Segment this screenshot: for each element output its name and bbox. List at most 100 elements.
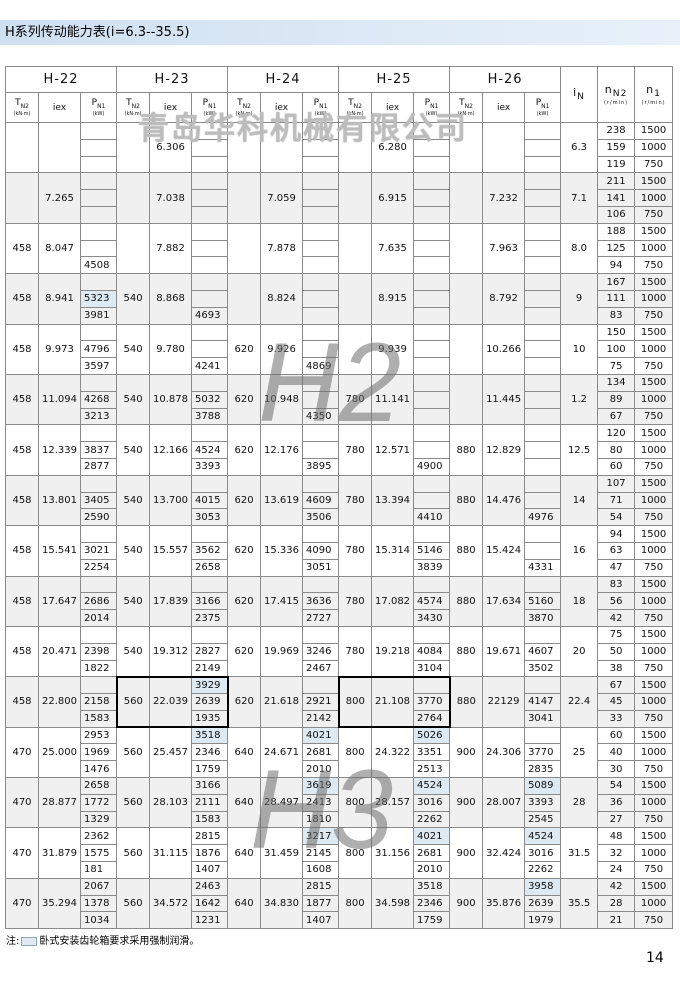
power-cell: 3636 <box>302 592 340 611</box>
power-cell <box>79 122 118 140</box>
torque-cell: 880 <box>449 424 484 476</box>
power-cell: 2398 <box>79 642 118 661</box>
power-cell: 3217 <box>302 827 340 846</box>
torque-cell: 620 <box>227 676 262 728</box>
footnote-text: 卧式安装齿轮箱要求采用强制润滑。 <box>39 936 200 947</box>
power-cell <box>302 172 340 191</box>
power-cell <box>191 189 229 207</box>
torque-cell: 780 <box>338 625 373 678</box>
input-speed-cell: 1000 <box>634 592 674 611</box>
ratio-cell: 7.038 <box>149 172 193 224</box>
power-cell: 3597 <box>79 357 118 375</box>
power-cell: 1759 <box>413 911 451 930</box>
power-cell: 4331 <box>524 558 562 577</box>
power-cell <box>413 205 451 224</box>
torque-cell: 900 <box>449 726 484 779</box>
power-cell: 5026 <box>413 726 451 745</box>
torque-cell <box>449 121 484 174</box>
ratio-cell: 9.939 <box>371 323 415 375</box>
data-row: 458 20.471 540 19.312 620 19.969 780 19.218 880 1… <box>5 625 674 678</box>
power-cell: 1476 <box>79 760 118 779</box>
power-cell <box>191 323 229 342</box>
unit: (kN·m) <box>457 111 475 118</box>
ratio-cell: 35.294 <box>38 877 81 930</box>
power-cell: 2658 <box>79 777 118 795</box>
ratio-cell: 7.635 <box>371 222 415 275</box>
ratio-cell: 20.471 <box>38 625 81 678</box>
torque-cell: 540 <box>116 575 151 627</box>
power-cell <box>191 256 229 275</box>
ratio-cell: 7.878 <box>260 222 304 275</box>
ratio-cell: 7.232 <box>482 172 526 224</box>
ratio-cell: 10.878 <box>149 373 193 426</box>
torque-cell: 640 <box>227 827 262 879</box>
ratio-cell: 11.094 <box>38 373 81 426</box>
power-cell <box>191 239 229 258</box>
power-cell: 3351 <box>413 743 451 762</box>
symbol: P <box>313 97 320 108</box>
torque-cell: 620 <box>227 575 262 627</box>
output-speed-cell: 47 <box>597 558 636 577</box>
data-row: 458 22.800 560 22.039 3929 620 21.618 800 21.108… <box>5 675 674 729</box>
power-cell <box>413 424 451 443</box>
output-speed-cell: 48 <box>597 827 636 846</box>
ratio-cell: 13.801 <box>38 474 81 527</box>
ratio-cell: 34.598 <box>371 877 415 930</box>
data-row: 470 35.294 2067 560 34.572 2463 640 34.830 2815 8… <box>5 877 674 930</box>
data-row: 1575 1876 2145 2681 3016 32 1000 <box>6 844 674 863</box>
torque-cell <box>5 172 39 224</box>
power-cell <box>302 239 340 258</box>
subscript: N1 <box>430 102 439 110</box>
output-speed-cell: 50 <box>597 642 636 661</box>
ratio-cell: 10.948 <box>260 373 304 426</box>
torque-cell: 470 <box>5 877 39 930</box>
data-row: 159 1000 <box>6 138 674 157</box>
power-cell: 1378 <box>79 894 118 913</box>
data-row: 458 8.047 7.882 7.878 7.635 7.963 8.0 188 1500 <box>5 222 674 275</box>
data-row: 181 1407 1608 2010 2262 24 750 <box>6 861 674 879</box>
power-cell <box>302 205 340 224</box>
ratio-cell: 15.557 <box>149 525 193 577</box>
power-cell: 2953 <box>79 726 118 745</box>
power-cell <box>524 155 562 174</box>
footnote: 注: 卧式安装齿轮箱要求采用强制润滑。 <box>6 932 199 947</box>
power-cell <box>302 441 340 459</box>
input-speed-cell: 1500 <box>634 373 674 392</box>
input-speed-cell: 750 <box>634 760 674 779</box>
power-cell: 1642 <box>191 894 229 913</box>
nominal-ratio-cell: 31.5 <box>560 827 599 879</box>
power-cell: 1583 <box>191 810 229 829</box>
power-cell: 3041 <box>524 709 562 728</box>
torque-cell: 458 <box>5 222 39 275</box>
header-row: H-22 H-23 H-24 H-25 H-26 iN nN2 (r/min) n1 (r/min… <box>4 66 674 123</box>
ratio-cell: 22.039 <box>149 675 193 729</box>
ratio-cell: 15.314 <box>371 525 415 577</box>
power-cell: 4268 <box>79 390 118 409</box>
ratio-cell: 13.700 <box>149 474 193 527</box>
power-cell: 3104 <box>413 659 451 678</box>
power-header: PN1 (kW) <box>191 92 229 123</box>
symbol: n <box>604 83 613 97</box>
unit: (kW) <box>92 111 105 118</box>
unit: (kN·m) <box>235 111 253 118</box>
nominal-ratio-cell: 6.3 <box>560 121 599 174</box>
input-speed-cell: 750 <box>634 205 674 224</box>
output-speed-header: nN2 (r/min) <box>597 66 636 123</box>
ratio-header: iex <box>149 92 193 123</box>
subscript: N1 <box>208 102 217 110</box>
power-cell <box>79 189 118 207</box>
power-cell: 4693 <box>191 306 229 325</box>
capacity-table: H-22 H-23 H-24 H-25 H-26 iN nN2 (r/min) n1 (r/min… <box>4 66 674 930</box>
data-row: 458 9.973 540 9.780 620 9.926 9.939 10.266 10 150… <box>5 323 674 375</box>
power-cell: 1979 <box>524 911 562 930</box>
input-speed-cell: 750 <box>634 155 674 174</box>
input-speed-cell: 1000 <box>634 693 674 711</box>
unit: (kN·m) <box>13 111 31 118</box>
power-cell: 2014 <box>79 609 118 627</box>
unit: (r/min) <box>604 99 629 106</box>
symbol: T <box>237 97 243 108</box>
symbol: P <box>91 97 98 108</box>
torque-cell <box>449 172 484 224</box>
power-cell: 3518 <box>191 726 229 745</box>
input-speed-cell: 750 <box>634 508 674 527</box>
